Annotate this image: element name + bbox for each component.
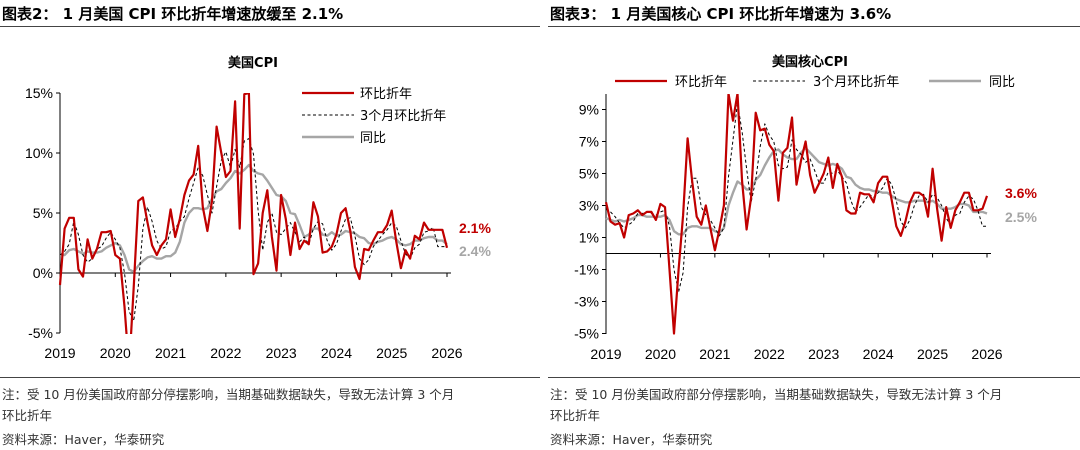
x-tick-label: 2023 [266,345,297,361]
x-tick-label: 2022 [210,345,241,361]
series-line-3m-annualized [605,102,987,293]
x-tick-label: 2019 [44,345,75,361]
footnote: 注：受 10 月份美国政府部分停摆影响，当期基础数据缺失，导致无法计算 3 个月 [550,387,1003,402]
y-tick-label: -5% [28,325,53,341]
x-tick-label: 2024 [321,345,352,361]
x-tick-label: 2025 [917,346,948,362]
legend-label: 3个月环比折年 [813,75,899,90]
figure-heading: 图表2： 1 月美国 CPI 环比折年增速放缓至 2.1% [2,5,344,23]
x-tick-label: 2025 [376,345,407,361]
end-value-label: 2.4% [459,243,491,259]
heading-rule [548,26,1080,27]
x-tick-label: 2023 [808,346,839,362]
y-tick-label: 7% [579,134,599,150]
chart-title: 美国CPI [228,55,278,71]
legend-label: 环比折年 [360,87,412,102]
y-tick-label: -1% [574,262,599,278]
x-tick-label: 2020 [100,345,131,361]
y-tick-label: -5% [574,326,599,342]
end-value-label: 3.6% [1005,185,1037,201]
y-tick-label: -3% [574,294,599,310]
x-tick-label: 2019 [590,346,621,362]
y-tick-label: 3% [579,198,599,214]
x-tick-label: 2020 [645,346,676,362]
y-tick-label: 9% [579,102,599,118]
note-rule [548,377,1080,378]
footnote-cont: 环比折年 [550,408,601,423]
series-line-mom-annualized [604,94,989,335]
y-tick-label: 15% [25,85,53,101]
series-line-yoy [60,163,448,273]
legend-label: 同比 [360,131,386,146]
end-value-label: 2.1% [459,220,491,236]
figure-3-panel: 图表3： 1 月美国核心 CPI 环比折年增速为 3.6% 美国核心CPI -5%… [548,0,1080,450]
footnote-cont: 环比折年 [2,408,53,423]
series-line-3m-annualized [59,138,447,322]
heading-rule [0,26,540,27]
y-tick-label: 5% [33,205,53,221]
x-tick-label: 2024 [863,346,894,362]
series-line-mom-annualized [58,93,449,334]
end-value-label: 2.5% [1005,209,1037,225]
footnote: 注：受 10 月份美国政府部分停摆影响，当期基础数据缺失，导致无法计算 3 个月 [2,387,455,402]
source-note: 资料来源：Haver，华泰研究 [2,432,165,447]
legend-label: 3个月环比折年 [360,109,446,124]
cpi-chart: 美国CPI -5% 0% 5% 10% 15% 2019 2020 2021 2022 2023 20… [25,55,491,361]
y-tick-label: 1% [579,230,599,246]
x-tick-label: 2021 [155,345,186,361]
source-note: 资料来源：Haver，华泰研究 [550,432,713,447]
x-tick-label: 2026 [971,346,1002,362]
y-tick-label: 5% [579,166,599,182]
note-rule [0,377,540,378]
legend-label: 同比 [989,75,1015,90]
chart-title: 美国核心CPI [772,54,848,70]
y-tick-label: 0% [33,265,53,281]
figure-heading: 图表3： 1 月美国核心 CPI 环比折年增速为 3.6% [550,5,892,23]
x-tick-label: 2022 [754,346,785,362]
x-tick-label: 2026 [431,345,462,361]
core-cpi-chart: 美国核心CPI -5% -3% -1% 1% 3% 5% 7% 9% 2019 2020 2021 20… [574,54,1037,362]
y-tick-label: 10% [25,145,53,161]
x-tick-label: 2021 [699,346,730,362]
figure-2-panel: 图表2： 1 月美国 CPI 环比折年增速放缓至 2.1% 美国CPI -5% 0%… [0,5,540,447]
legend-label: 环比折年 [675,75,727,90]
